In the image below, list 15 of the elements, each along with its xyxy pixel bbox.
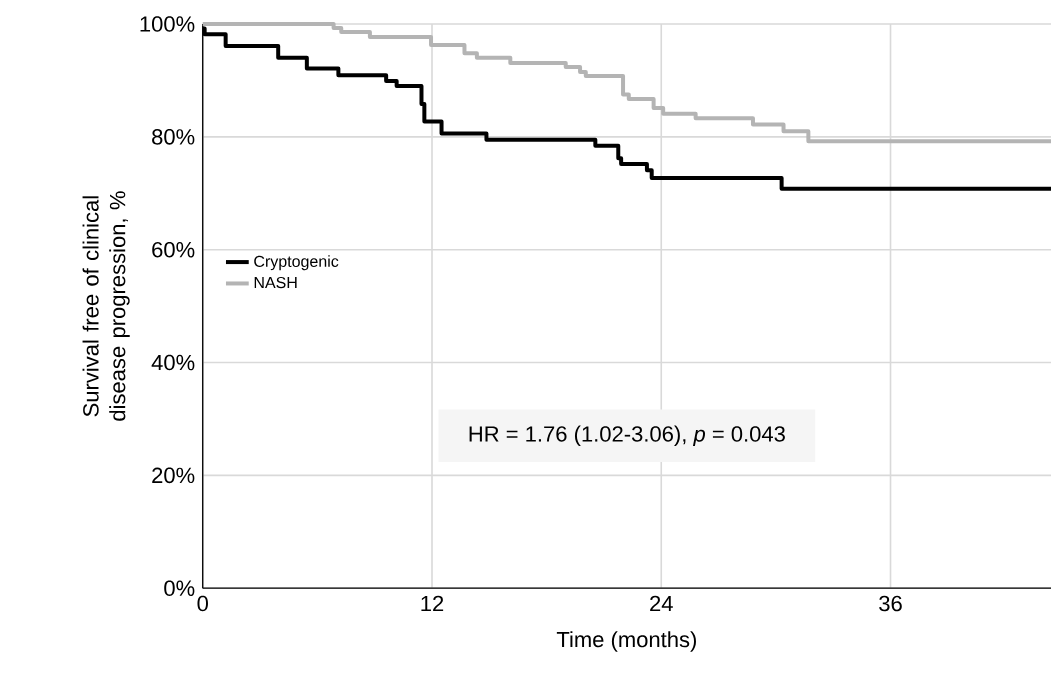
- y-tick-label: 100%: [140, 16, 195, 32]
- legend-label: Cryptogenic: [254, 255, 339, 271]
- y-tick-label: 40%: [151, 354, 195, 371]
- legend-label: NASH: [254, 276, 297, 289]
- y-tick-label: 80%: [152, 128, 195, 145]
- annotation: HR = 1.76 (1.02-3.06), p = 0.043: [469, 425, 785, 446]
- x-tick-label: 0: [197, 595, 208, 612]
- y-tick-label: 60%: [152, 241, 195, 258]
- y-tick-label: 0%: [164, 580, 195, 596]
- y-tick-label: 20%: [152, 467, 195, 484]
- x-tick-label: 24: [650, 595, 673, 611]
- y-axis-title: Survival free of clinical disease progression, %: [82, 191, 130, 421]
- x-axis-title: Time (months): [556, 631, 696, 652]
- x-tick-label: 36: [879, 595, 902, 612]
- x-tick-label: 12: [421, 595, 444, 611]
